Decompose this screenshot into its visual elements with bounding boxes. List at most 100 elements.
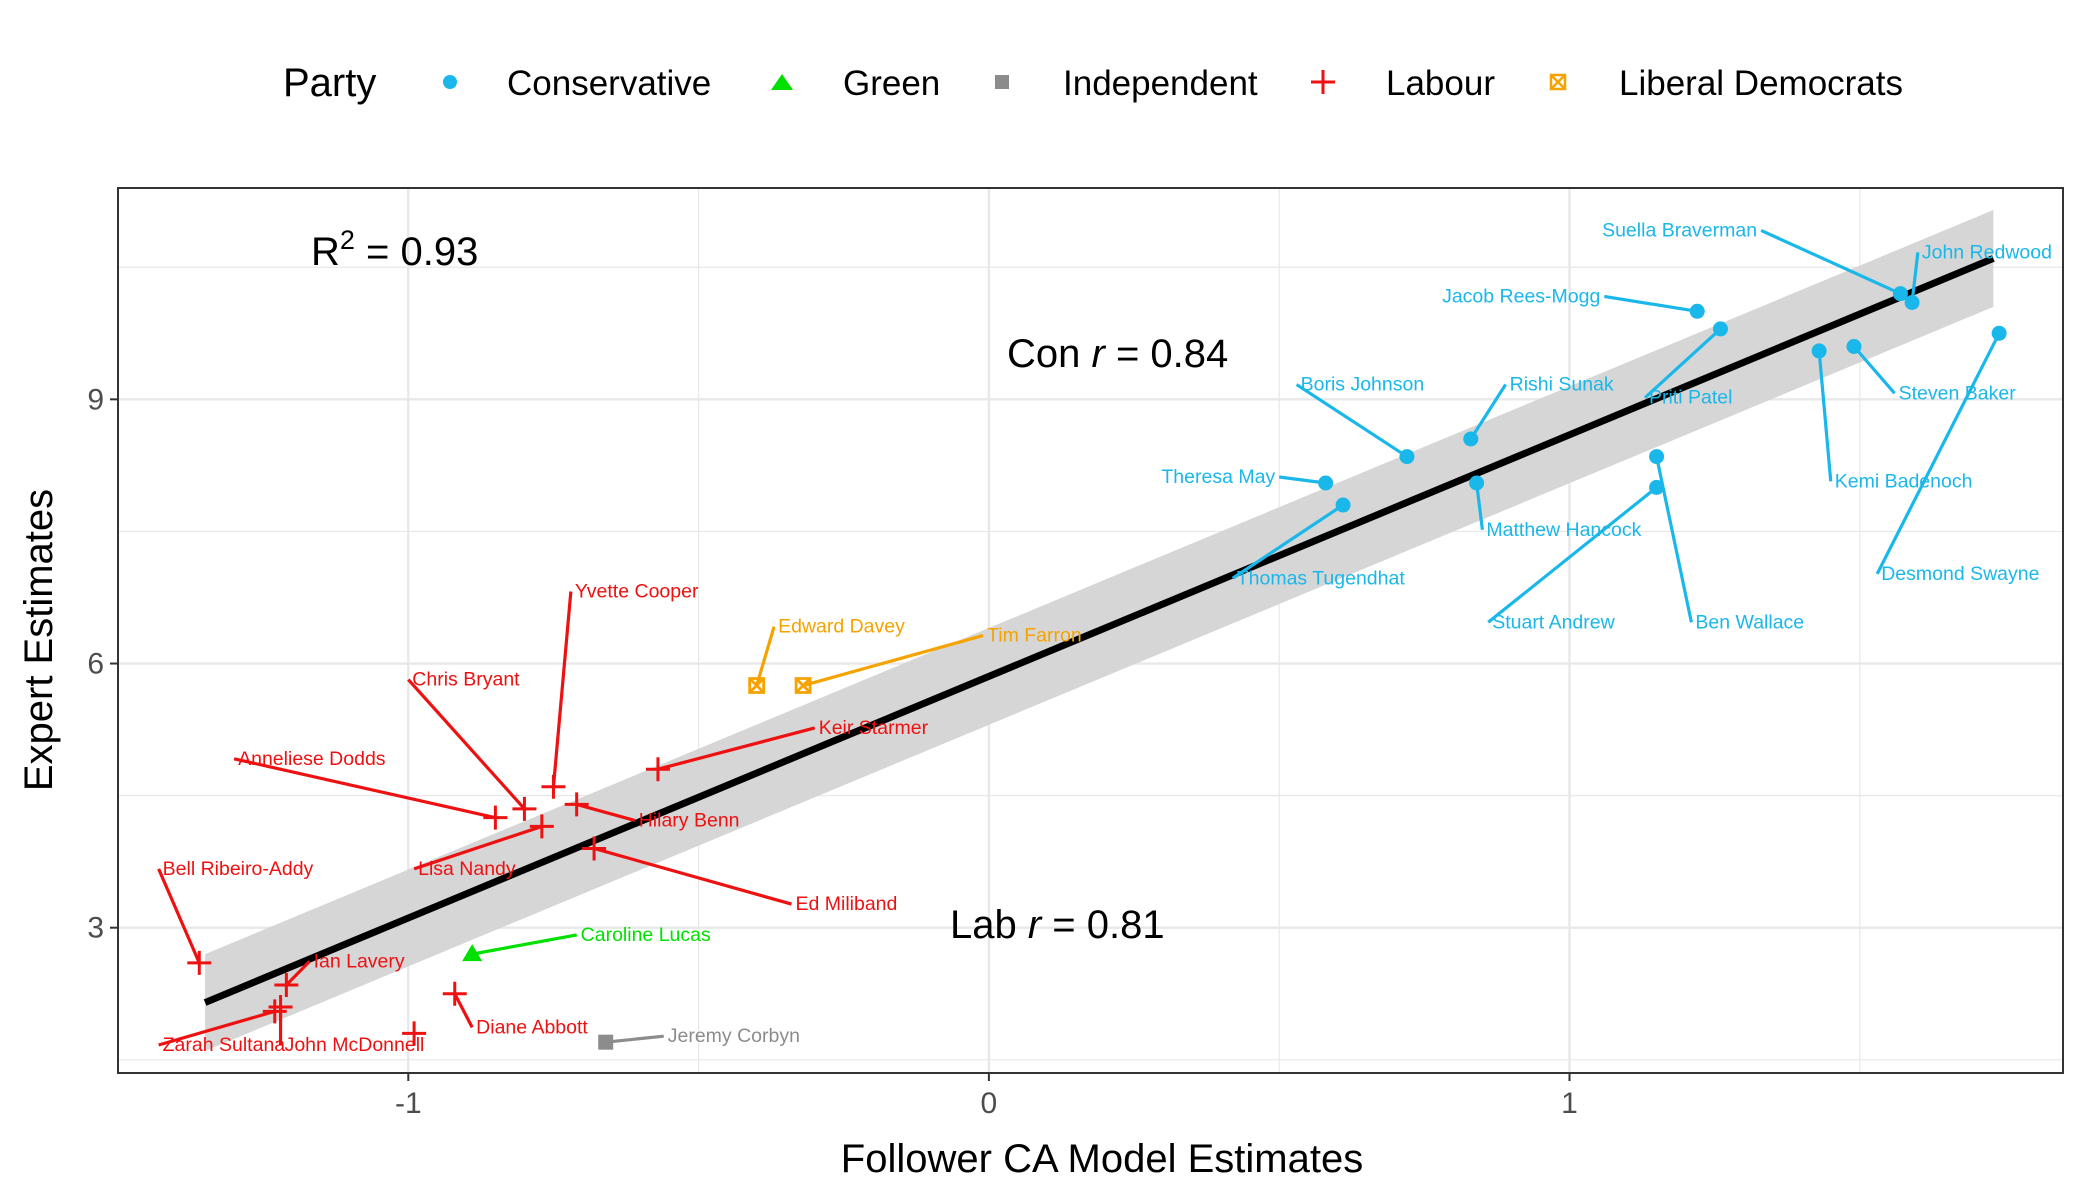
- connector-bell-ribeiro-addy: [157, 868, 201, 964]
- connector-jacob-rees-mogg: [1604, 294, 1698, 313]
- point-label-hilary-benn: Hilary Benn: [639, 809, 740, 831]
- connector-thomas-tugendhat: [1231, 503, 1344, 580]
- legend-labour-icon: [1311, 70, 1335, 94]
- y-axis-label: Expert Estimates: [17, 489, 61, 791]
- connector-desmond-swayne: [1875, 332, 2001, 575]
- point-label-anneliese-dodds: Anneliese Dodds: [238, 748, 386, 770]
- connector-suella-braverman: [1760, 228, 1902, 296]
- x-tick-label: 1: [1561, 1087, 1578, 1120]
- point-label-john-redwood: John Redwood: [1922, 241, 2052, 263]
- legend-label-independent: Independent: [1063, 64, 1258, 103]
- point-hilary-benn: [564, 792, 589, 817]
- point-rishi-sunak: [1463, 431, 1479, 447]
- point-steven-baker: [1846, 339, 1862, 355]
- point-label-lisa-nandy: Lisa Nandy: [418, 858, 516, 880]
- connector-anneliese-dodds: [233, 757, 496, 820]
- legend-label-labour: Labour: [1386, 64, 1495, 103]
- point-label-chris-bryant: Chris Bryant: [412, 669, 520, 691]
- connector-tim-farron: [802, 633, 984, 688]
- connector-matthew-hancock: [1475, 482, 1484, 531]
- point-label-ian-lavery: Ian Lavery: [314, 950, 405, 972]
- point-labour-mp-unlabelled: [402, 1021, 427, 1046]
- point-label-keir-starmer: Keir Starmer: [819, 717, 929, 739]
- point-label-ed-miliband: Ed Miliband: [795, 893, 897, 915]
- connector-rishi-sunak: [1469, 383, 1507, 440]
- point-label-yvette-cooper: Yvette Cooper: [575, 580, 699, 602]
- point-john-redwood: [1904, 294, 1920, 310]
- connector-keir-starmer: [657, 726, 816, 771]
- connector-caroline-lucas: [471, 933, 577, 956]
- point-anneliese-dodds: [483, 805, 508, 830]
- point-ian-lavery: [274, 972, 299, 997]
- point-labels: Suella Braverman John Redwood Jacob Rees-M…: [163, 219, 2052, 1056]
- connector-kemi-badenoch: [1817, 350, 1833, 482]
- connector-diane-abbott: [453, 993, 474, 1029]
- connector-boris-johnson: [1295, 383, 1408, 458]
- y-axis-ticks: 3 6 9: [87, 383, 118, 945]
- point-theresa-may: [1318, 475, 1334, 491]
- point-label-stuart-andrew: Stuart Andrew: [1492, 611, 1615, 633]
- connector-john-redwood: [1910, 252, 1920, 303]
- connector-lisa-nandy: [413, 824, 543, 871]
- point-label-ben-wallace: Ben Wallace: [1695, 611, 1804, 633]
- y-tick-label: 6: [87, 648, 104, 681]
- point-lisa-nandy: [529, 814, 554, 839]
- connector-stuart-andrew: [1487, 486, 1658, 624]
- legend-green-icon: [771, 74, 793, 90]
- regression-fit: [203, 210, 1995, 1051]
- point-label-desmond-swayne: Desmond Swayne: [1881, 563, 2039, 585]
- point-label-zarah-sultana: Zarah Sultana: [163, 1034, 286, 1056]
- point-bell-ribeiro-addy: [187, 950, 212, 975]
- point-thomas-tugendhat: [1335, 497, 1351, 513]
- point-ed-miliband: [582, 836, 607, 861]
- point-caroline-lucas: [462, 944, 483, 962]
- grid-lines: [117, 188, 2063, 1073]
- y-tick-label: 9: [87, 383, 104, 416]
- point-label-matthew-hancock: Matthew Hancock: [1486, 519, 1641, 541]
- point-label-thomas-tugendhat: Thomas Tugendhat: [1237, 567, 1406, 589]
- legend-libdem-icon: [1549, 73, 1567, 91]
- point-ben-wallace: [1649, 449, 1665, 465]
- connector-zarah-sultana: [158, 1009, 276, 1047]
- point-label-kemi-badenoch: Kemi Badenoch: [1835, 470, 1973, 492]
- connector-edward-davey: [755, 626, 776, 686]
- point-label-steven-baker: Steven Baker: [1899, 382, 2017, 404]
- point-label-bell-ribeiro-addy: Bell Ribeiro-Addy: [163, 858, 314, 880]
- con-correlation-annotation: Con r = 0.84: [1007, 332, 1228, 376]
- point-tim-farron: [794, 677, 812, 694]
- panel-border: [117, 187, 2064, 1074]
- connector-priti-patel: [1643, 327, 1722, 399]
- point-label-jeremy-corbyn: Jeremy Corbyn: [668, 1025, 800, 1047]
- legend-independent-icon: [995, 75, 1009, 89]
- point-matthew-hancock: [1469, 475, 1485, 491]
- y-tick-label: 3: [87, 912, 104, 945]
- lab-correlation-annotation: Lab r = 0.81: [950, 903, 1165, 947]
- point-label-edward-davey: Edward Davey: [778, 616, 905, 638]
- point-john-mcdonnell: [268, 994, 293, 1019]
- x-axis-ticks: -1 0 1: [395, 1073, 1578, 1120]
- point-label-suella-braverman: Suella Braverman: [1602, 219, 1757, 241]
- data-points: [187, 286, 2007, 1050]
- point-label-diane-abbott: Diane Abbott: [476, 1016, 588, 1038]
- point-label-tim-farron: Tim Farron: [987, 625, 1082, 647]
- point-desmond-swayne: [1991, 325, 2007, 341]
- point-diane-abbott: [442, 981, 467, 1006]
- legend-conservative-icon: [443, 75, 457, 89]
- connector-yvette-cooper: [551, 591, 573, 787]
- point-label-rishi-sunak: Rishi Sunak: [1510, 374, 1614, 396]
- point-label-priti-patel: Priti Patel: [1649, 387, 1732, 409]
- point-edward-davey: [748, 677, 766, 694]
- point-jacob-rees-mogg: [1689, 303, 1705, 319]
- point-suella-braverman: [1892, 286, 1908, 302]
- point-label-boris-johnson: Boris Johnson: [1301, 374, 1425, 396]
- connector-steven-baker: [1852, 345, 1896, 395]
- connector-hilary-benn: [576, 802, 636, 822]
- point-stuart-andrew: [1649, 479, 1665, 495]
- point-label-caroline-lucas: Caroline Lucas: [581, 924, 711, 946]
- connector-ian-lavery: [285, 960, 311, 987]
- point-label-john-mcdonnell: John McDonnell: [285, 1034, 425, 1056]
- legend-label-conservative: Conservative: [507, 64, 711, 103]
- point-jeremy-corbyn: [598, 1034, 614, 1050]
- x-axis-label: Follower CA Model Estimates: [841, 1137, 1363, 1181]
